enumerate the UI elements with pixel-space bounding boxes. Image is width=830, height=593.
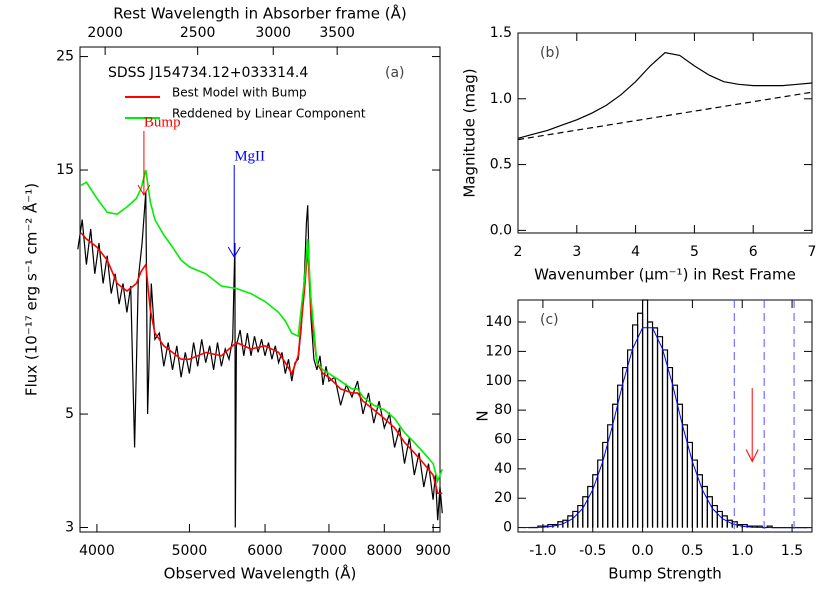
x-tick-label: 5000 (172, 543, 208, 559)
annotation-arrowhead (227, 246, 241, 258)
y-tick-label: 25 (56, 49, 74, 65)
annotation-label: MgII (234, 148, 265, 164)
x2-tick-label: 3000 (255, 25, 291, 41)
x-axis-label: Bump Strength (608, 565, 722, 583)
histogram-bar (701, 485, 708, 528)
x2-axis-label: Rest Wavelength in Absorber frame (Å) (113, 4, 406, 23)
y-tick-label: 40 (494, 461, 512, 477)
histogram-bar (627, 349, 634, 528)
y-tick-label: 5 (65, 406, 74, 422)
x-tick-label: 4 (631, 244, 640, 260)
x-tick-label: 1.0 (731, 543, 753, 559)
series-line (517, 91, 813, 141)
x-tick-label: 7 (808, 244, 817, 260)
y-tick-label: 80 (494, 402, 512, 418)
x-tick-label: 0.0 (631, 543, 653, 559)
x-tick-label: 6 (749, 244, 758, 260)
plot-frame (79, 46, 441, 533)
y-tick-label: 3 (65, 520, 74, 536)
histogram-bar (671, 384, 679, 528)
x-tick-label: 2 (514, 244, 523, 260)
x-tick-label: 5 (690, 244, 699, 260)
x-tick-label: 4000 (79, 543, 115, 559)
marker-arrowhead (745, 449, 759, 463)
y-tick-label: 20 (494, 490, 512, 506)
x-axis-label: Wavenumber (μm⁻¹) in Rest Frame (534, 266, 796, 284)
y-tick-label: 0 (503, 520, 512, 536)
histogram-bar (602, 441, 609, 528)
panel-label: (c) (540, 312, 559, 328)
histogram-bar (617, 384, 624, 528)
y-tick-label: 1.0 (490, 91, 512, 107)
x2-tick-label: 2000 (87, 25, 123, 41)
series-line (80, 169, 444, 484)
x-tick-label: 0.5 (681, 543, 703, 559)
x-tick-label: -0.5 (579, 543, 606, 559)
y-tick-label: 0.5 (490, 157, 512, 173)
histogram-bar (567, 515, 574, 528)
y-tick-label: 100 (485, 373, 512, 389)
histogram-bar (766, 525, 773, 528)
x-tick-label: -1.0 (529, 543, 556, 559)
chart-title: SDSS J154734.12+033314.4 (108, 65, 308, 81)
y-tick-label: 15 (56, 162, 74, 178)
histogram-bar (646, 321, 654, 528)
histogram-bar (587, 485, 594, 528)
y-axis-label: N (474, 410, 492, 421)
panel-label: (a) (385, 65, 405, 81)
histogram-bar (641, 299, 649, 528)
histogram-bar (636, 312, 644, 528)
x-tick-label: 6000 (247, 543, 283, 559)
annotation-label: Bump (144, 114, 181, 130)
y-tick-label: 60 (494, 431, 512, 447)
x-tick-label: 7000 (311, 543, 347, 559)
x-tick-label: 9000 (415, 543, 451, 559)
y-tick-label: 140 (485, 314, 512, 330)
series-line (517, 52, 813, 139)
histogram-bar (622, 366, 629, 528)
y-tick-label: 120 (485, 343, 512, 359)
histogram-bar (651, 327, 659, 528)
histogram-bar (656, 336, 664, 528)
x-tick-label: 8000 (366, 543, 402, 559)
x-axis-label: Observed Wavelength (Å) (164, 564, 357, 583)
series-line (77, 191, 443, 528)
plot-frame (517, 32, 813, 234)
histogram-bar (721, 515, 728, 528)
series-line (80, 232, 443, 495)
x-tick-label: 3 (572, 244, 581, 260)
panel-label: (b) (540, 45, 560, 61)
legend-label: Best Model with Bump (172, 86, 307, 100)
histogram-bar (666, 366, 674, 528)
y-tick-label: 1.5 (490, 25, 512, 41)
annotation-arrowhead (137, 184, 151, 196)
x2-tick-label: 2500 (180, 25, 216, 41)
y-axis-label: Magnitude (mag) (461, 68, 479, 197)
plot-frame (517, 299, 813, 533)
y-axis-label: Flux (10⁻¹⁷ erg s⁻¹ cm⁻² Å⁻¹) (22, 183, 41, 396)
legend-label: Reddened by Linear Component (172, 107, 366, 121)
x2-tick-label: 3500 (319, 25, 355, 41)
histogram-bar (632, 324, 639, 528)
x-tick-label: 1.5 (781, 543, 803, 559)
histogram-bar (686, 441, 694, 528)
histogram-bar (661, 349, 669, 528)
y-tick-label: 0.0 (490, 222, 512, 238)
